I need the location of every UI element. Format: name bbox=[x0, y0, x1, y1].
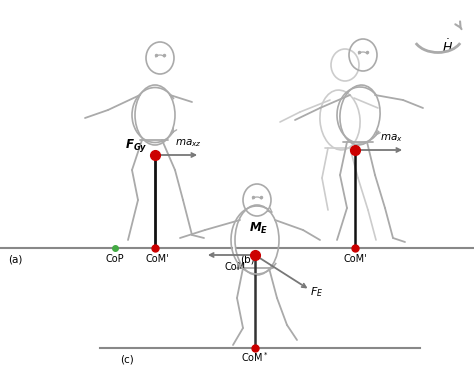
Text: $\dot{H}$: $\dot{H}$ bbox=[442, 38, 453, 55]
Text: CoM': CoM' bbox=[343, 254, 367, 264]
Text: $ma_{xz}$: $ma_{xz}$ bbox=[175, 137, 202, 149]
Text: (a): (a) bbox=[8, 254, 22, 264]
Text: $\bfit{M}_E$: $\bfit{M}_E$ bbox=[249, 220, 269, 235]
Text: (c): (c) bbox=[120, 354, 134, 364]
Text: CoM: CoM bbox=[224, 262, 246, 272]
Text: $\bfit{F}_{Gy}$: $\bfit{F}_{Gy}$ bbox=[125, 137, 147, 154]
Text: $F_E$: $F_E$ bbox=[310, 285, 323, 299]
Text: CoM': CoM' bbox=[145, 254, 169, 264]
Text: (b): (b) bbox=[240, 254, 255, 264]
Text: CoM$^*$: CoM$^*$ bbox=[241, 350, 269, 364]
Text: CoP: CoP bbox=[106, 254, 124, 264]
Text: $ma_x$: $ma_x$ bbox=[380, 132, 403, 144]
